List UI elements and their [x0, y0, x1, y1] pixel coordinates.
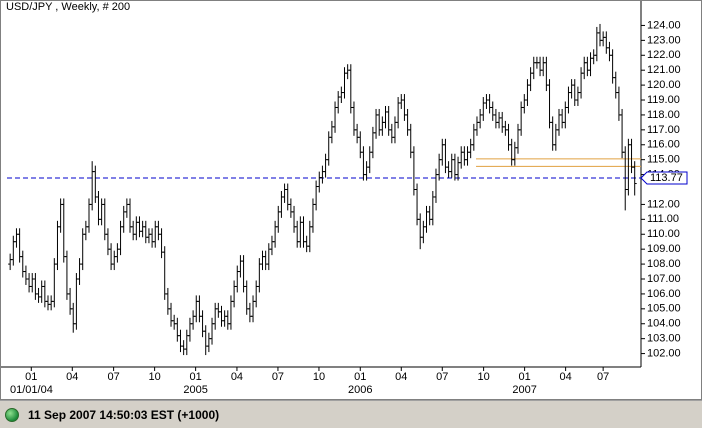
status-bar: 11 Sep 2007 14:50:03 EST (+1000) — [0, 400, 702, 428]
x-year-label: 2007 — [512, 384, 536, 396]
y-tick-label: 122.00 — [647, 49, 681, 61]
x-year-label: 01/01/04 — [10, 384, 53, 396]
y-tick-label: 124.00 — [647, 19, 681, 31]
x-tick-label: 07 — [436, 371, 448, 383]
x-tick-label: 04 — [395, 371, 407, 383]
x-tick-label: 07 — [107, 371, 119, 383]
status-indicator — [5, 408, 19, 422]
y-tick-label: 104.00 — [647, 318, 681, 330]
x-tick-label: 01 — [189, 371, 201, 383]
x-tick-label: 04 — [559, 371, 571, 383]
y-tick-label: 105.00 — [647, 303, 681, 315]
x-year-label: 2006 — [348, 384, 372, 396]
x-tick-label: 04 — [66, 371, 78, 383]
y-tick-label: 119.00 — [647, 94, 680, 106]
x-year-label: 2005 — [183, 384, 207, 396]
y-tick-label: 120.00 — [647, 79, 681, 91]
y-tick-label: 115.00 — [647, 154, 680, 166]
y-tick-label: 118.00 — [647, 109, 680, 121]
chart-title: USD/JPY , Weekly, # 200 — [6, 1, 130, 13]
y-tick-label: 107.00 — [647, 273, 681, 285]
x-tick-label: 10 — [313, 371, 325, 383]
y-tick-label: 108.00 — [647, 258, 681, 270]
y-tick-label: 110.00 — [647, 228, 680, 240]
x-tick-label: 10 — [477, 371, 489, 383]
y-tick-label: 112.00 — [647, 198, 680, 210]
y-tick-label: 106.00 — [647, 288, 681, 300]
x-tick-label: 01 — [354, 371, 366, 383]
x-tick-label: 07 — [597, 371, 609, 383]
y-tick-label: 103.00 — [647, 333, 681, 345]
y-tick-label: 121.00 — [647, 64, 681, 76]
chart: USD/JPY , Weekly, # 200 102.00 103.00 104.… — [1, 1, 688, 396]
y-tick-label: 116.00 — [647, 139, 680, 151]
y-tick-label: 123.00 — [647, 34, 681, 46]
price-marker-label: 113.77 — [650, 172, 683, 184]
x-tick-label: 07 — [272, 371, 284, 383]
chart-frame: USD/JPY , Weekly, # 200 102.00 103.00 104.… — [0, 0, 702, 400]
x-tick-label: 10 — [148, 371, 160, 383]
price-marker — [640, 171, 688, 185]
status-text: 11 Sep 2007 14:50:03 EST (+1000) — [28, 408, 220, 422]
x-tick-label: 01 — [518, 371, 530, 383]
x-tick-label: 04 — [231, 371, 243, 383]
x-tick-label: 01 — [25, 371, 37, 383]
y-tick-label: 111.00 — [647, 213, 679, 225]
y-tick-label: 117.00 — [647, 124, 680, 136]
y-tick-label: 102.00 — [647, 347, 681, 359]
y-tick-label: 109.00 — [647, 243, 681, 255]
